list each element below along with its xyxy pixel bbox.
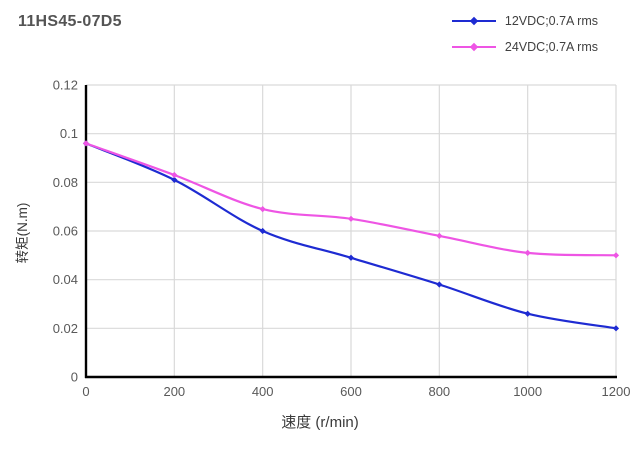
y-tick-label: 0 [71, 370, 78, 385]
series-marker-0 [347, 254, 355, 261]
series-marker-1 [82, 140, 90, 147]
x-tick-label: 800 [428, 384, 450, 399]
y-tick-label: 0.04 [53, 272, 78, 287]
y-tick-label: 0.02 [53, 321, 78, 336]
series-marker-1 [524, 249, 531, 256]
legend-label: 12VDC;0.7A rms [504, 13, 598, 28]
series-marker-0 [259, 227, 266, 235]
legend: 12VDC;0.7A rms 24VDC;0.7A rms [451, 10, 598, 57]
series-marker-1 [171, 171, 178, 179]
y-tick-label: 0.1 [60, 126, 78, 141]
x-tick-label: 1200 [602, 384, 631, 399]
y-tick-label: 0.12 [53, 78, 78, 93]
legend-swatch [451, 41, 496, 53]
series-marker-0 [612, 325, 620, 332]
x-tick-label: 200 [163, 384, 185, 399]
x-tick-label: 0 [82, 384, 89, 399]
y-tick-label: 0.08 [53, 175, 78, 190]
legend-item-0: 12VDC;0.7A rms [451, 10, 598, 31]
legend-swatch [451, 15, 496, 27]
x-tick-label: 400 [252, 384, 274, 399]
series-marker-0 [524, 310, 531, 317]
y-axis-title: 转矩(N.m) [15, 203, 30, 264]
series-marker-0 [171, 176, 178, 183]
series-marker-1 [347, 215, 355, 222]
chart-title: 11HS45-07D5 [18, 13, 122, 30]
x-axis-title: 速度 (r/min) [281, 414, 359, 431]
series-marker-1 [259, 206, 266, 213]
series-marker-1 [612, 252, 620, 259]
x-tick-label: 600 [340, 384, 362, 399]
series-marker-1 [436, 232, 443, 239]
legend-label: 24VDC;0.7A rms [504, 39, 598, 54]
x-tick-label: 1000 [513, 384, 542, 399]
legend-item-1: 24VDC;0.7A rms [451, 36, 598, 57]
y-tick-label: 0.06 [53, 224, 78, 239]
series-marker-0 [436, 281, 443, 288]
